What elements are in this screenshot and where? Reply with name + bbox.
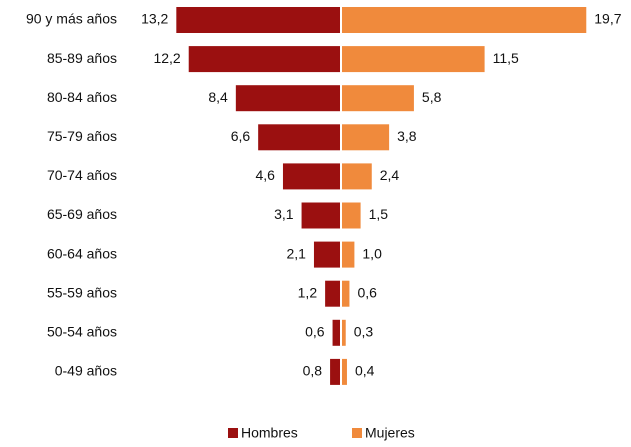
category-label: 80-84 años	[47, 89, 117, 105]
legend-swatch	[228, 428, 238, 438]
value-label: 5,8	[422, 89, 442, 105]
legend-swatch	[352, 428, 362, 438]
value-label: 1,0	[362, 245, 382, 261]
value-label: 19,7	[594, 11, 621, 27]
value-label: 13,2	[141, 11, 168, 27]
bar	[342, 85, 414, 112]
category-label: 0-49 años	[55, 363, 117, 379]
bar	[342, 202, 361, 229]
category-label: 90 y más años	[26, 11, 117, 27]
category-label: 60-64 años	[47, 245, 117, 261]
bar	[342, 280, 350, 307]
value-label: 3,8	[397, 128, 417, 144]
value-label: 0,6	[357, 284, 377, 300]
bar	[342, 7, 587, 33]
bar	[342, 124, 390, 151]
bar	[342, 46, 485, 73]
bar	[342, 319, 346, 346]
bar	[188, 46, 340, 73]
bar	[282, 163, 340, 190]
bar	[235, 85, 340, 112]
bar	[258, 124, 340, 151]
value-label: 3,1	[274, 206, 294, 222]
value-label: 0,8	[303, 363, 323, 379]
bar	[301, 202, 340, 229]
value-label: 2,4	[380, 167, 400, 183]
value-label: 12,2	[153, 50, 180, 66]
bar	[342, 358, 347, 385]
value-label: 0,6	[305, 324, 325, 340]
value-label: 2,1	[286, 245, 306, 261]
legend-label: Mujeres	[365, 425, 415, 441]
value-label: 1,5	[369, 206, 389, 222]
category-label: 55-59 años	[47, 284, 117, 300]
bar	[325, 280, 340, 307]
value-label: 11,5	[493, 50, 519, 66]
category-label: 50-54 años	[47, 324, 117, 340]
legend-label: Hombres	[241, 425, 298, 441]
category-label: 85-89 años	[47, 50, 117, 66]
category-label: 65-69 años	[47, 206, 117, 222]
value-label: 6,6	[231, 128, 251, 144]
bar	[176, 7, 340, 33]
value-label: 1,2	[298, 284, 318, 300]
value-label: 4,6	[255, 167, 275, 183]
bar	[332, 319, 340, 346]
category-label: 70-74 años	[47, 167, 117, 183]
value-label: 8,4	[208, 89, 228, 105]
category-label: 75-79 años	[47, 128, 117, 144]
bar	[342, 241, 355, 268]
value-label: 0,3	[354, 324, 374, 340]
bar	[330, 358, 340, 385]
bar	[342, 163, 372, 190]
value-label: 0,4	[355, 363, 375, 379]
bar	[313, 241, 340, 268]
